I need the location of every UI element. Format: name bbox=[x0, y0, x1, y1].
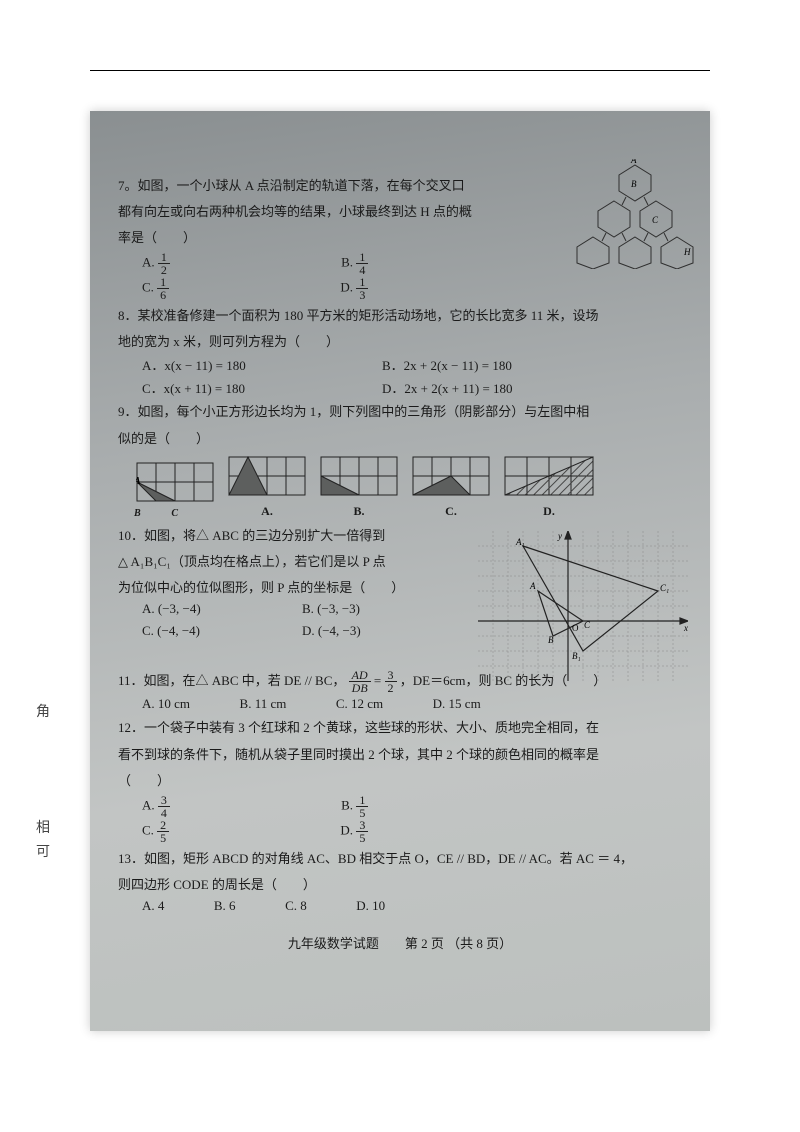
q12-line2: 看不到球的条件下，随机从袋子里同时摸出 2 个球，其中 2 个球的颜色相同的概率… bbox=[118, 744, 682, 766]
q12-opt-a: A. 34 bbox=[142, 794, 282, 819]
q13-opt-d: D. 10 bbox=[356, 898, 385, 914]
q9-fig-c: C. bbox=[412, 456, 490, 519]
q8-options: A．x(x − 11) = 180 B．2x + 2(x − 11) = 180… bbox=[142, 355, 682, 397]
q13-opt-c: C. 8 bbox=[285, 898, 307, 914]
q10-opt-a: A. (−3, −4) bbox=[142, 601, 272, 617]
svg-text:B: B bbox=[631, 179, 637, 189]
svg-text:B: B bbox=[548, 635, 554, 645]
svg-text:y: y bbox=[557, 531, 562, 541]
q12-line3: （ ） bbox=[118, 770, 682, 792]
q8-line2: 地的宽为 x 米，则可列方程为（ ） bbox=[118, 331, 682, 353]
svg-text:C: C bbox=[652, 215, 659, 225]
q7-figure: A B C H bbox=[576, 159, 694, 269]
q9-fig-d: D. bbox=[504, 456, 594, 519]
q9-line1: 9．如图，每个小正方形边长均为 1，则下列图中的三角形（阴影部分）与左图中相 bbox=[118, 401, 682, 423]
svg-text:A: A bbox=[529, 581, 536, 591]
hexagon-tree-icon: A B C H bbox=[576, 159, 694, 269]
svg-text:H: H bbox=[683, 247, 691, 257]
margin-char-1: 角 bbox=[36, 701, 50, 721]
q9-fig-a: A. bbox=[228, 456, 306, 519]
q7-opt-a: A. 12 bbox=[142, 251, 282, 276]
q9-figures: A BC A. bbox=[136, 456, 682, 519]
q8-opt-d: D．2x + 2(x + 11) = 180 bbox=[382, 378, 592, 397]
svg-text:C: C bbox=[584, 620, 591, 630]
q9-line2: 似的是（ ） bbox=[118, 428, 682, 450]
q13-opt-a: A. 4 bbox=[142, 898, 164, 914]
svg-text:A: A bbox=[136, 476, 141, 487]
q12-opt-c: C. 25 bbox=[142, 819, 281, 844]
q8-opt-a: A．x(x − 11) = 180 bbox=[142, 355, 352, 374]
exam-page-photo: A B C H 7。如图，一个小球从 A 点沿制定的轨道下落，在每个交叉口 都有… bbox=[90, 111, 710, 1031]
coordinate-grid-icon: A₁ C₁ B₁ A C B O x y bbox=[478, 531, 688, 681]
q9-fig-orig: A BC bbox=[136, 462, 214, 519]
q13-line1: 13．如图，矩形 ABCD 的对角线 AC、BD 相交于点 O，CE // BD… bbox=[118, 848, 682, 870]
margin-char-2: 相 bbox=[36, 817, 50, 837]
q7-opt-b: B. 14 bbox=[341, 251, 480, 276]
q12-options: A. 34 B. 15 C. 25 D. 35 bbox=[142, 794, 682, 844]
q10-opt-d: D. (−4, −3) bbox=[302, 623, 432, 639]
q11-opt-a: A. 10 cm bbox=[142, 696, 190, 712]
q7-opt-c: C. 16 bbox=[142, 276, 281, 301]
margin-char-3: 可 bbox=[36, 841, 50, 861]
q10-opt-b: B. (−3, −3) bbox=[302, 601, 432, 617]
svg-text:B₁: B₁ bbox=[572, 651, 581, 661]
svg-text:O: O bbox=[572, 623, 579, 633]
q11-options: A. 10 cm B. 11 cm C. 12 cm D. 15 cm bbox=[142, 696, 682, 713]
q11-opt-c: C. 12 cm bbox=[336, 696, 383, 712]
svg-text:A: A bbox=[630, 159, 637, 165]
q13-opt-b: B. 6 bbox=[214, 898, 236, 914]
q9-fig-b: B. bbox=[320, 456, 398, 519]
q10-figure: A₁ C₁ B₁ A C B O x y bbox=[478, 531, 688, 681]
page-footer: 九年级数学试题 第 2 页 （共 8 页） bbox=[118, 933, 682, 952]
svg-text:C₁: C₁ bbox=[660, 583, 669, 593]
q11-opt-b: B. 11 cm bbox=[240, 696, 287, 712]
q13-line2: 则四边形 CODE 的周长是（ ） bbox=[118, 874, 682, 896]
q12-line1: 12．一个袋子中装有 3 个红球和 2 个黄球，这些球的形状、大小、质地完全相同… bbox=[118, 717, 682, 739]
svg-text:A₁: A₁ bbox=[515, 537, 525, 547]
q7-opt-d: D. 13 bbox=[340, 276, 480, 301]
q12-opt-d: D. 35 bbox=[340, 819, 480, 844]
q12-opt-b: B. 15 bbox=[341, 794, 480, 819]
top-rule bbox=[90, 70, 710, 71]
q10-opt-c: C. (−4, −4) bbox=[142, 623, 272, 639]
q8-line1: 8．某校准备修建一个面积为 180 平方米的矩形活动场地，它的长比宽多 11 米… bbox=[118, 305, 682, 327]
q8-opt-c: C．x(x + 11) = 180 bbox=[142, 378, 352, 397]
svg-text:x: x bbox=[683, 623, 688, 633]
q13-options: A. 4 B. 6 C. 8 D. 10 bbox=[142, 898, 682, 915]
q11-opt-d: D. 15 cm bbox=[433, 696, 481, 712]
q8-opt-b: B．2x + 2(x − 11) = 180 bbox=[382, 355, 592, 374]
